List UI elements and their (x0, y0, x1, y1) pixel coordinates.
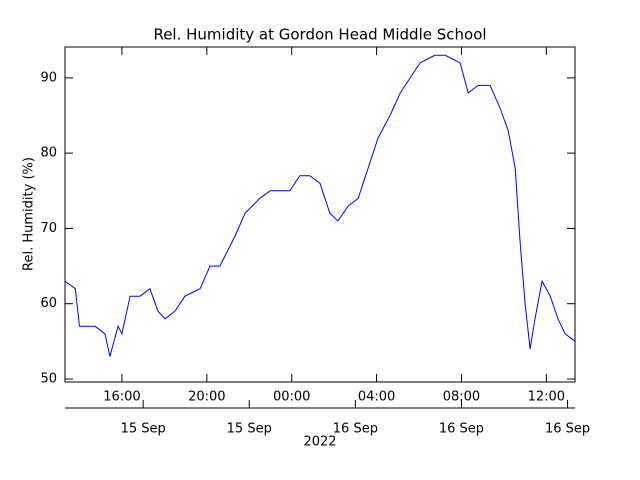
date-tick-label: 16 Sep (439, 422, 484, 437)
date-tick-label: 16 Sep (545, 422, 590, 437)
humidity-line (64, 54, 576, 357)
date-tick-label: 15 Sep (121, 422, 166, 437)
y-tick-label: 60 (40, 296, 57, 311)
x-tick-label: 08:00 (443, 390, 480, 405)
x-tick-label: 12:00 (528, 390, 565, 405)
chart-title: Rel. Humidity at Gordon Head Middle Scho… (153, 26, 486, 44)
year-label: 2022 (303, 435, 336, 450)
date-tick-label: 16 Sep (333, 422, 378, 437)
x-tick-label: 16:00 (103, 390, 140, 405)
x-tick-label: 04:00 (358, 390, 395, 405)
x-tick-label: 20:00 (188, 390, 225, 405)
plot-frame (64, 46, 576, 383)
date-tick-label: 15 Sep (227, 422, 272, 437)
y-tick-label: 70 (40, 221, 57, 236)
y-tick-label: 90 (40, 70, 57, 85)
y-axis-label: Rel. Humidity (%) (22, 157, 37, 271)
y-tick-label: 50 (40, 371, 57, 386)
x-tick-label: 00:00 (273, 390, 310, 405)
y-tick-label: 80 (40, 146, 57, 161)
